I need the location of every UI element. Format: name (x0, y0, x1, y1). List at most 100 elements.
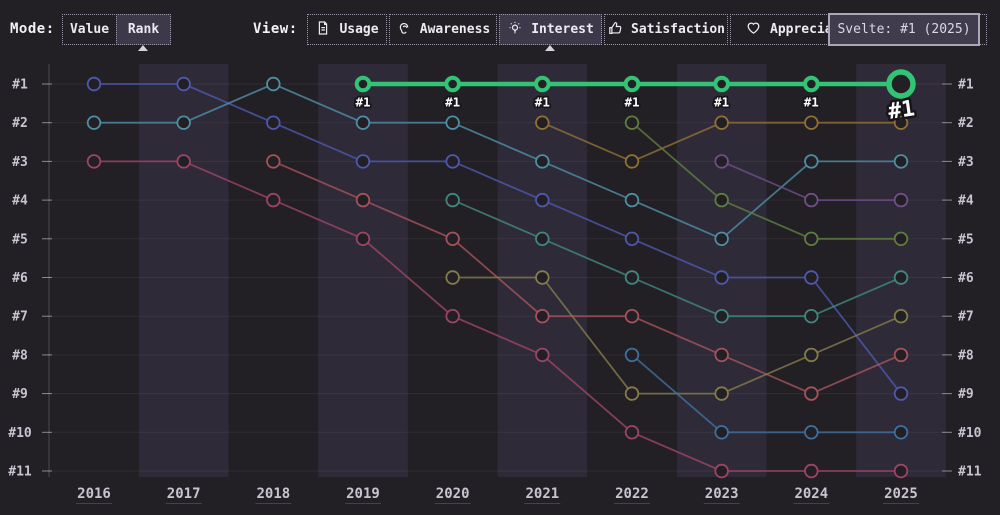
teal-series-point[interactable] (86, 115, 102, 130)
y-axis-rank-label-right: #1 (958, 78, 974, 93)
svelte-series-point[interactable] (534, 75, 551, 93)
svelte-series-point[interactable] (623, 75, 641, 93)
mustard-series-point[interactable] (535, 115, 550, 130)
teal-series-point[interactable] (893, 154, 909, 169)
x-axis-year-label[interactable]: 2024 (794, 486, 828, 502)
brick-series-point[interactable] (893, 347, 909, 363)
teal-series-point[interactable] (266, 76, 281, 92)
indigo-series-point[interactable] (355, 154, 371, 169)
chart-tooltip: Svelte: #1 (2025) (828, 13, 980, 46)
x-axis-year-label[interactable]: 2016 (77, 486, 111, 502)
x-axis-year-label[interactable]: 2021 (525, 486, 559, 502)
svelte-series-point[interactable] (354, 75, 372, 93)
teal-series-point[interactable] (804, 154, 819, 169)
mustard-series-point[interactable] (893, 115, 909, 130)
rose-series-point[interactable] (176, 154, 191, 169)
olive-series-point[interactable] (893, 309, 909, 324)
rose-series-point[interactable] (86, 154, 102, 169)
view-satisfaction-button[interactable]: Satisfaction (604, 14, 728, 45)
brick-series-point[interactable] (624, 309, 640, 324)
toolbar: Mode: Value Rank View: Usage Awareness I… (0, 0, 1000, 60)
mode-value-button[interactable]: Value (62, 14, 117, 45)
x-axis-year-label[interactable]: 2018 (256, 486, 290, 502)
indigo-series-point[interactable] (535, 192, 550, 208)
steel-series-point[interactable] (804, 425, 819, 440)
brick-series-point[interactable] (714, 347, 729, 363)
brick-series-point[interactable] (804, 386, 819, 401)
x-axis-year-label[interactable]: 2019 (346, 486, 380, 502)
teal-series-point[interactable] (714, 231, 729, 247)
steel-series-point[interactable] (624, 347, 640, 363)
rose-series-point[interactable] (445, 309, 460, 324)
teal-series-point[interactable] (176, 115, 191, 130)
teal-series-point[interactable] (535, 154, 550, 169)
svelte-series-point[interactable] (886, 69, 916, 99)
year-band (138, 64, 229, 477)
olive-series-point[interactable] (624, 386, 640, 401)
indigo-series-point[interactable] (893, 386, 909, 401)
y-axis-rank-label: #2 (12, 116, 28, 131)
cyan-series-point[interactable] (445, 192, 460, 208)
svelte-series-point[interactable] (444, 75, 461, 93)
brick-series-point[interactable] (355, 192, 371, 208)
olive-series-point[interactable] (535, 270, 550, 285)
x-axis-year-label[interactable]: 2020 (436, 486, 470, 502)
rose-series-point[interactable] (893, 463, 909, 479)
indigo-series-point[interactable] (266, 115, 281, 130)
purple-series-point[interactable] (893, 192, 909, 208)
brick-series-point[interactable] (266, 154, 281, 169)
purple-series-point[interactable] (714, 154, 729, 169)
series-line-cyan-series (452, 199, 902, 318)
rose-series-point[interactable] (804, 463, 819, 479)
cyan-series-point[interactable] (893, 270, 909, 285)
forest-series-point[interactable] (804, 231, 819, 247)
x-axis-year-label[interactable]: 2017 (167, 486, 201, 502)
teal-series-point[interactable] (445, 115, 460, 130)
mustard-series-point[interactable] (624, 154, 640, 169)
rose-series-point[interactable] (355, 231, 371, 247)
mode-rank-button[interactable]: Rank (116, 14, 171, 45)
svelte-series-point[interactable] (803, 75, 820, 93)
forest-series-point[interactable] (893, 231, 909, 247)
indigo-series-point[interactable] (86, 76, 102, 92)
teal-series-point[interactable] (624, 192, 640, 208)
cyan-series-point[interactable] (535, 231, 550, 247)
cyan-series-point[interactable] (624, 270, 640, 285)
steel-series-point[interactable] (893, 425, 909, 440)
indigo-series-point[interactable] (624, 231, 640, 247)
indigo-series-point[interactable] (176, 76, 191, 92)
view-awareness-button[interactable]: Awareness (389, 14, 497, 45)
y-axis-rank-label-right: #2 (958, 116, 974, 131)
series-line-rose-series (94, 160, 901, 472)
series-line-steel-series (631, 354, 901, 434)
x-axis-year-label[interactable]: 2023 (705, 486, 739, 502)
forest-series-point[interactable] (624, 115, 640, 130)
rose-series-point[interactable] (624, 425, 640, 440)
forest-series-point[interactable] (714, 192, 729, 208)
brick-series-point[interactable] (445, 231, 460, 247)
svelte-series-point[interactable] (713, 75, 730, 93)
cyan-series-point[interactable] (714, 309, 729, 324)
mustard-series-point[interactable] (804, 115, 819, 130)
cyan-series-point[interactable] (804, 309, 819, 324)
rose-series-point[interactable] (714, 463, 729, 479)
mustard-series-point[interactable] (714, 115, 729, 130)
olive-series-point[interactable] (804, 347, 819, 363)
view-usage-button[interactable]: Usage (307, 14, 387, 45)
rose-series-point[interactable] (535, 347, 550, 363)
view-interest-button[interactable]: Interest (499, 14, 602, 45)
olive-series-point[interactable] (714, 386, 729, 401)
thumbs-up-icon (607, 20, 623, 40)
teal-series-point[interactable] (355, 115, 371, 130)
heart-icon (745, 19, 762, 40)
indigo-series-point[interactable] (804, 270, 819, 285)
indigo-series-point[interactable] (714, 270, 729, 285)
rose-series-point[interactable] (266, 192, 281, 208)
brick-series-point[interactable] (535, 309, 550, 324)
steel-series-point[interactable] (714, 425, 729, 440)
indigo-series-point[interactable] (445, 154, 460, 169)
x-axis-year-label[interactable]: 2025 (884, 486, 918, 502)
olive-series-point[interactable] (445, 270, 460, 285)
purple-series-point[interactable] (804, 192, 819, 208)
x-axis-year-label[interactable]: 2022 (615, 486, 649, 502)
